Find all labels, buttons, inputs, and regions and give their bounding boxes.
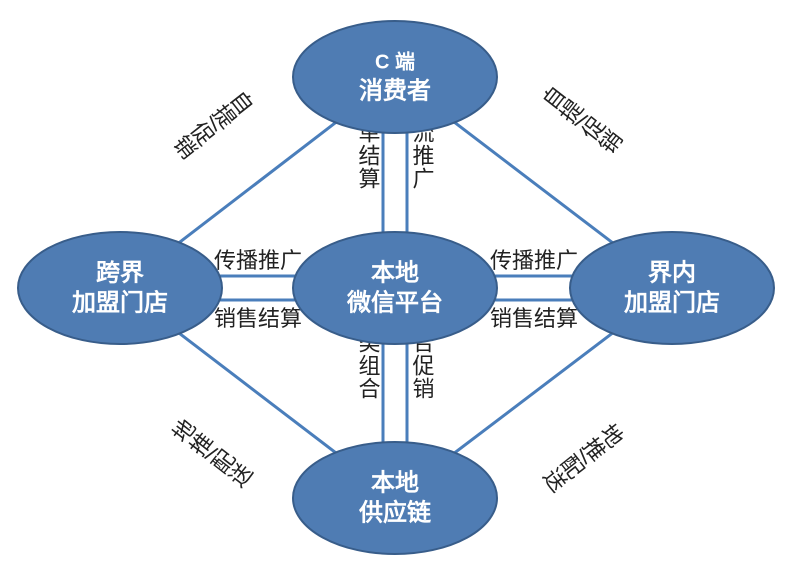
node-left: 跨界 加盟门店 [18,232,222,344]
node-right-line2: 加盟门店 [624,288,720,316]
node-top-line2: 消费者 [359,76,431,104]
label-top-right: 自提/促销 [536,82,626,160]
node-left-line2: 加盟门店 [72,288,168,316]
label-bottom-left: 地推/配送 [166,415,256,493]
diagram-canvas: 自提/促销 自提/促销 地推/配送 地推/配送 传播推广 销售结算 传播推广 销… [0,0,812,571]
node-center-line2: 微信平台 [346,288,443,316]
label-center-right-lower: 销售结算 [490,306,578,331]
node-bottom: 本地 供应链 [293,442,497,554]
node-top-line1: C 端 [375,50,415,73]
node-center: 本地 微信平台 [293,232,497,344]
node-bottom-line2: 供应链 [358,498,432,526]
label-center-right-upper: 传播推广 [490,248,578,273]
node-bottom-line1: 本地 [371,469,419,496]
node-right-line1: 界内 [648,259,696,286]
node-center-line1: 本地 [371,259,419,286]
node-left-line1: 跨界 [96,259,144,286]
label-center-left-upper: 传播推广 [214,248,302,273]
label-center-left-lower: 销售结算 [214,306,302,331]
node-right: 界内 加盟门店 [570,232,774,344]
label-top-left: 自提/促销 [168,85,258,163]
label-bottom-right: 地推/配送 [538,418,628,496]
node-top: C 端 消费者 [293,21,497,133]
